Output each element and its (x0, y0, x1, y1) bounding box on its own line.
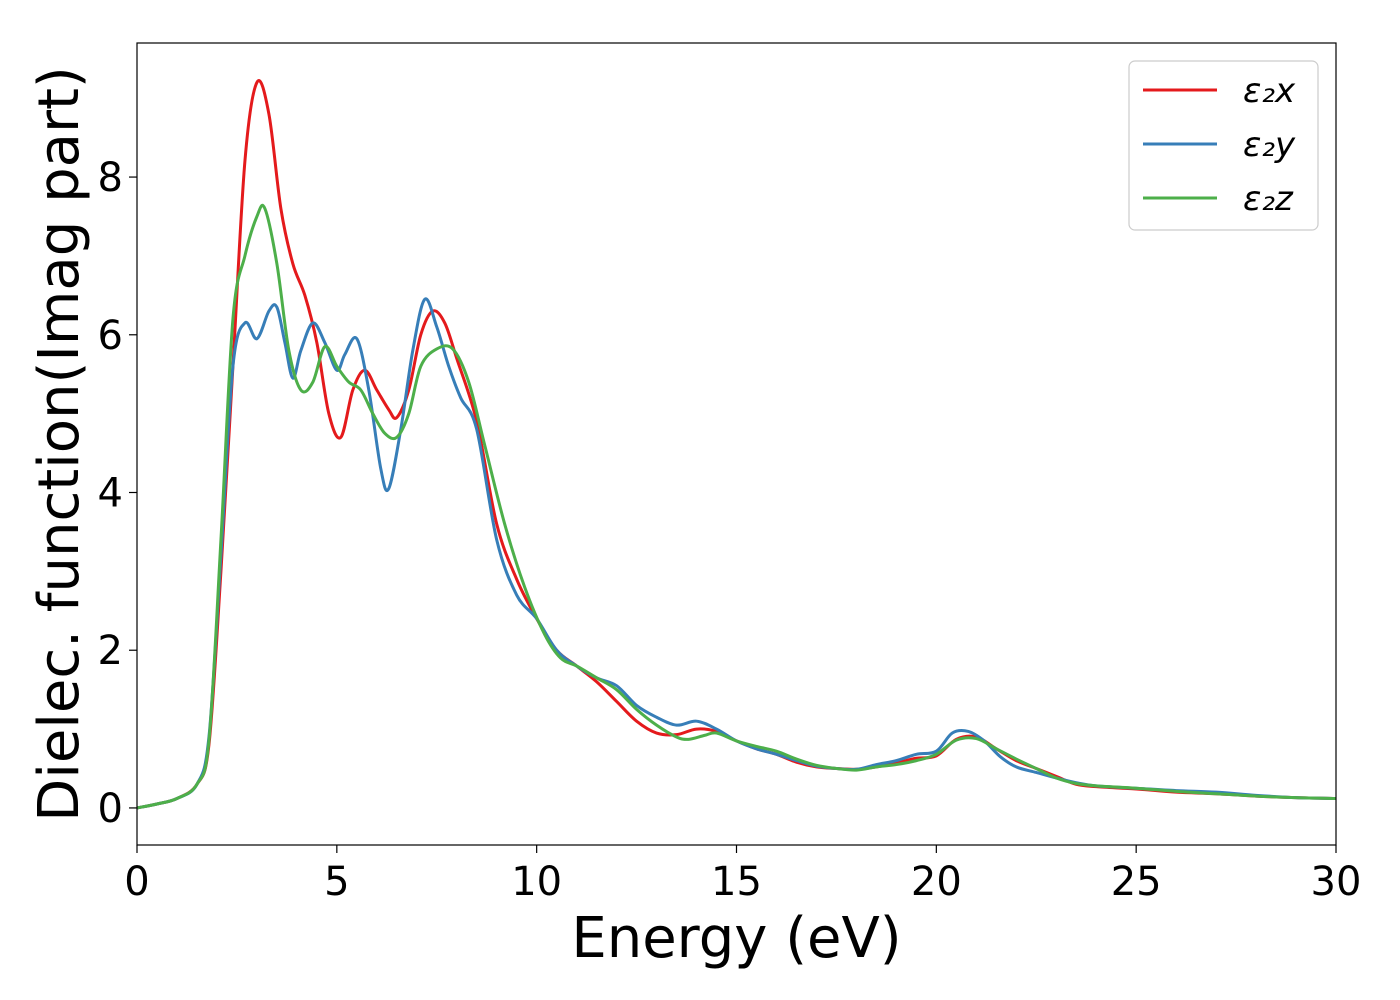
legend-label: ε₂z (1243, 179, 1294, 219)
x-tick-label: 20 (911, 859, 962, 905)
y-tick-label: 2 (98, 628, 123, 674)
y-tick-label: 6 (98, 313, 123, 359)
y-tick-label: 4 (98, 470, 123, 516)
ticks-layer: 0 5 10 15 20 25 30 0 2 4 6 8 (98, 155, 1362, 905)
x-tick-label: 5 (324, 859, 349, 905)
legend-box (1128, 60, 1319, 231)
x-tick-label: 0 (124, 859, 149, 905)
x-tick-label: 30 (1311, 859, 1362, 905)
legend: ε₂x ε₂y ε₂z (1128, 60, 1319, 231)
series-layer (136, 79, 1337, 810)
x-tick-label: 25 (1111, 859, 1162, 905)
y-axis-title: Dielec. function(Imag part) (27, 66, 92, 822)
x-axis-title: Energy (eV) (571, 906, 901, 971)
legend-label: ε₂x (1243, 71, 1296, 111)
y-tick-label: 8 (98, 155, 123, 201)
series-line-2 (136, 297, 1337, 810)
legend-label: ε₂y (1243, 125, 1296, 165)
series-line-3 (136, 203, 1337, 810)
x-tick-label: 10 (511, 859, 562, 905)
y-tick-label: 0 (98, 786, 123, 832)
x-tick-label: 15 (711, 859, 762, 905)
